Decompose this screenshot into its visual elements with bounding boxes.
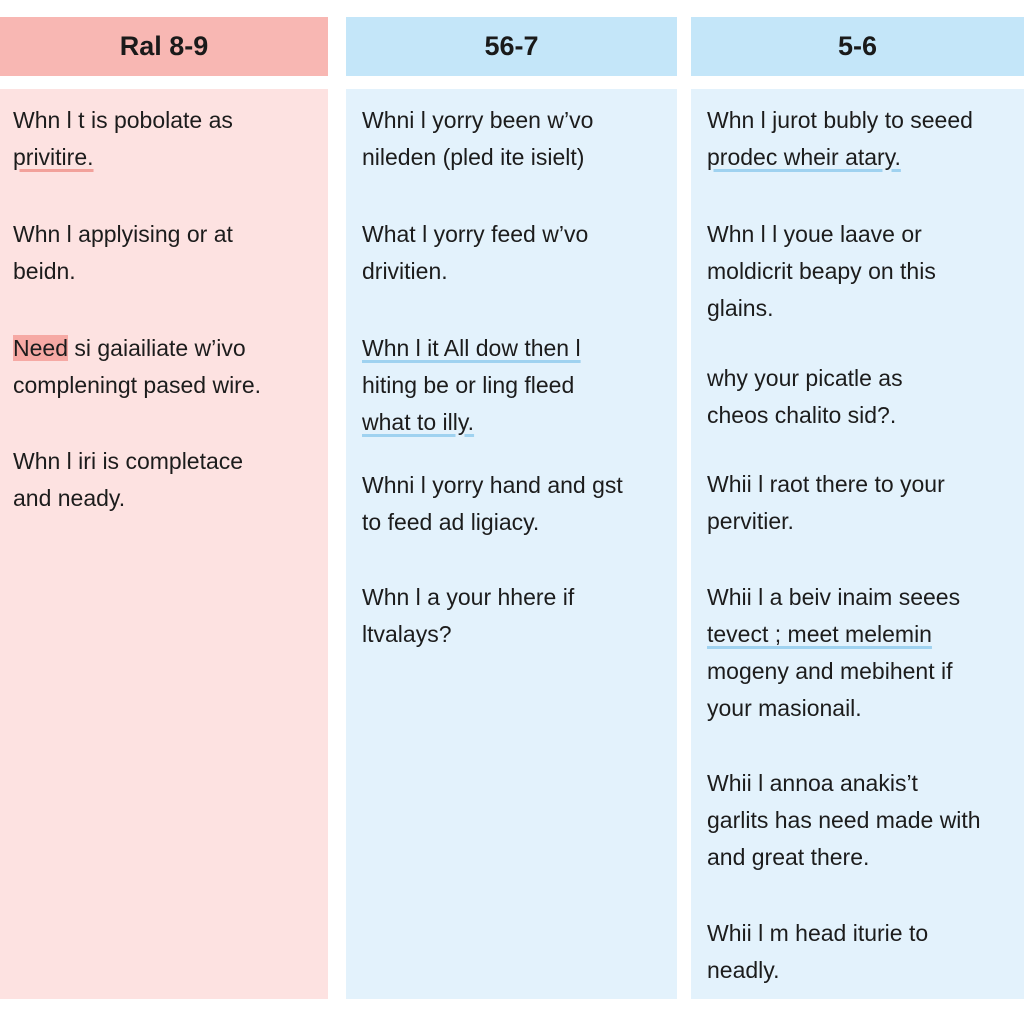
- column-header-1: Ral 8-9: [0, 17, 328, 76]
- entry-line: prodec wheir atary.: [707, 144, 901, 170]
- entry-line: Whii l m head iturie to: [707, 920, 929, 946]
- column-body-1: Whn l t is pobolate as privitire. Whn l …: [0, 89, 328, 999]
- entry-line: nileden (pled ite isielt): [362, 144, 585, 170]
- entry-line: and neady.: [13, 485, 126, 511]
- list-item: Whii l annoa anakis’t garlits has need m…: [707, 765, 981, 876]
- list-item: Need si gaiailiate w’ivo compleningt pas…: [13, 330, 261, 404]
- entry-line: Whni l yorry hand and gst: [362, 472, 623, 498]
- entry-line: Whni l yorry been w’vo: [362, 107, 594, 133]
- entry-line: beidn.: [13, 258, 76, 284]
- entry-line: mogeny and mebihent if: [707, 658, 953, 684]
- entry-line: Whii l a beiv inaim seees: [707, 584, 961, 610]
- list-item: Whn l t is pobolate as privitire.: [13, 102, 233, 176]
- list-item: Whn l it All dow then l hiting be or lin…: [362, 330, 581, 441]
- entry-line: Whii l raot there to your: [707, 471, 945, 497]
- entry-line: drivitien.: [362, 258, 448, 284]
- entry-line: Whn l a your hhere if: [362, 584, 575, 610]
- list-item: Whn l a your hhere if ltvalays?: [362, 579, 574, 653]
- entry-line: Whn l l youe laave or: [707, 221, 922, 247]
- entry-line: neadly.: [707, 957, 780, 983]
- entry-line: Whn l iri is completace: [13, 448, 244, 474]
- list-item: Whn l l youe laave or moldicrit beapy on…: [707, 216, 936, 327]
- column-header-3: 5-6: [691, 17, 1024, 76]
- highlight-word: Need: [13, 335, 68, 361]
- entry-line: why your picatle as: [707, 365, 903, 391]
- entry-line: to feed ad ligiacy.: [362, 509, 540, 535]
- entry-line: compleningt pased wire.: [13, 372, 262, 398]
- entry-line: privitire.: [13, 144, 94, 170]
- entry-line: glains.: [707, 295, 774, 321]
- list-item: Whn l applyising or at beidn.: [13, 216, 233, 290]
- entry-line: what to illy.: [362, 409, 475, 435]
- list-item: Whii l a beiv inaim seees tevect ; meet …: [707, 579, 960, 727]
- list-item: What l yorry feed w’vo drivitien.: [362, 216, 588, 290]
- entry-line: ltvalays?: [362, 621, 452, 647]
- entry-line: pervitier.: [707, 508, 794, 534]
- entry-line: and great there.: [707, 844, 870, 870]
- list-item: why your picatle as cheos chalito sid?.: [707, 360, 903, 434]
- entry-line: moldicrit beapy on this: [707, 258, 936, 284]
- list-item: Whn l iri is completace and neady.: [13, 443, 243, 517]
- list-item: Whni l yorry hand and gst to feed ad lig…: [362, 467, 623, 541]
- entry-line: Whn l jurot bubly to seeed: [707, 107, 973, 133]
- entry-line: Whn l applyising or at: [13, 221, 233, 247]
- column-body-2: Whni l yorry been w’vo nileden (pled ite…: [346, 89, 677, 999]
- entry-line: cheos chalito sid?.: [707, 402, 897, 428]
- entry-line: Need si gaiailiate w’ivo: [13, 335, 246, 361]
- entry-line: your masionail.: [707, 695, 862, 721]
- entry-line: tevect ; meet melemin: [707, 621, 932, 647]
- entry-line: Whn l it All dow then l: [362, 335, 581, 361]
- list-item: Whii l raot there to your pervitier.: [707, 466, 945, 540]
- column-header-2: 56-7: [346, 17, 677, 76]
- list-item: Whni l yorry been w’vo nileden (pled ite…: [362, 102, 593, 176]
- entry-line: Whn l t is pobolate as: [13, 107, 233, 133]
- entry-line: Whii l annoa anakis’t: [707, 770, 918, 796]
- entry-line: hiting be or ling fleed: [362, 372, 575, 398]
- list-item: Whii l m head iturie to neadly.: [707, 915, 928, 989]
- entry-line: What l yorry feed w’vo: [362, 221, 589, 247]
- entry-line: garlits has need made with: [707, 807, 981, 833]
- column-body-3: Whn l jurot bubly to seeed prodec wheir …: [691, 89, 1024, 999]
- list-item: Whn l jurot bubly to seeed prodec wheir …: [707, 102, 973, 176]
